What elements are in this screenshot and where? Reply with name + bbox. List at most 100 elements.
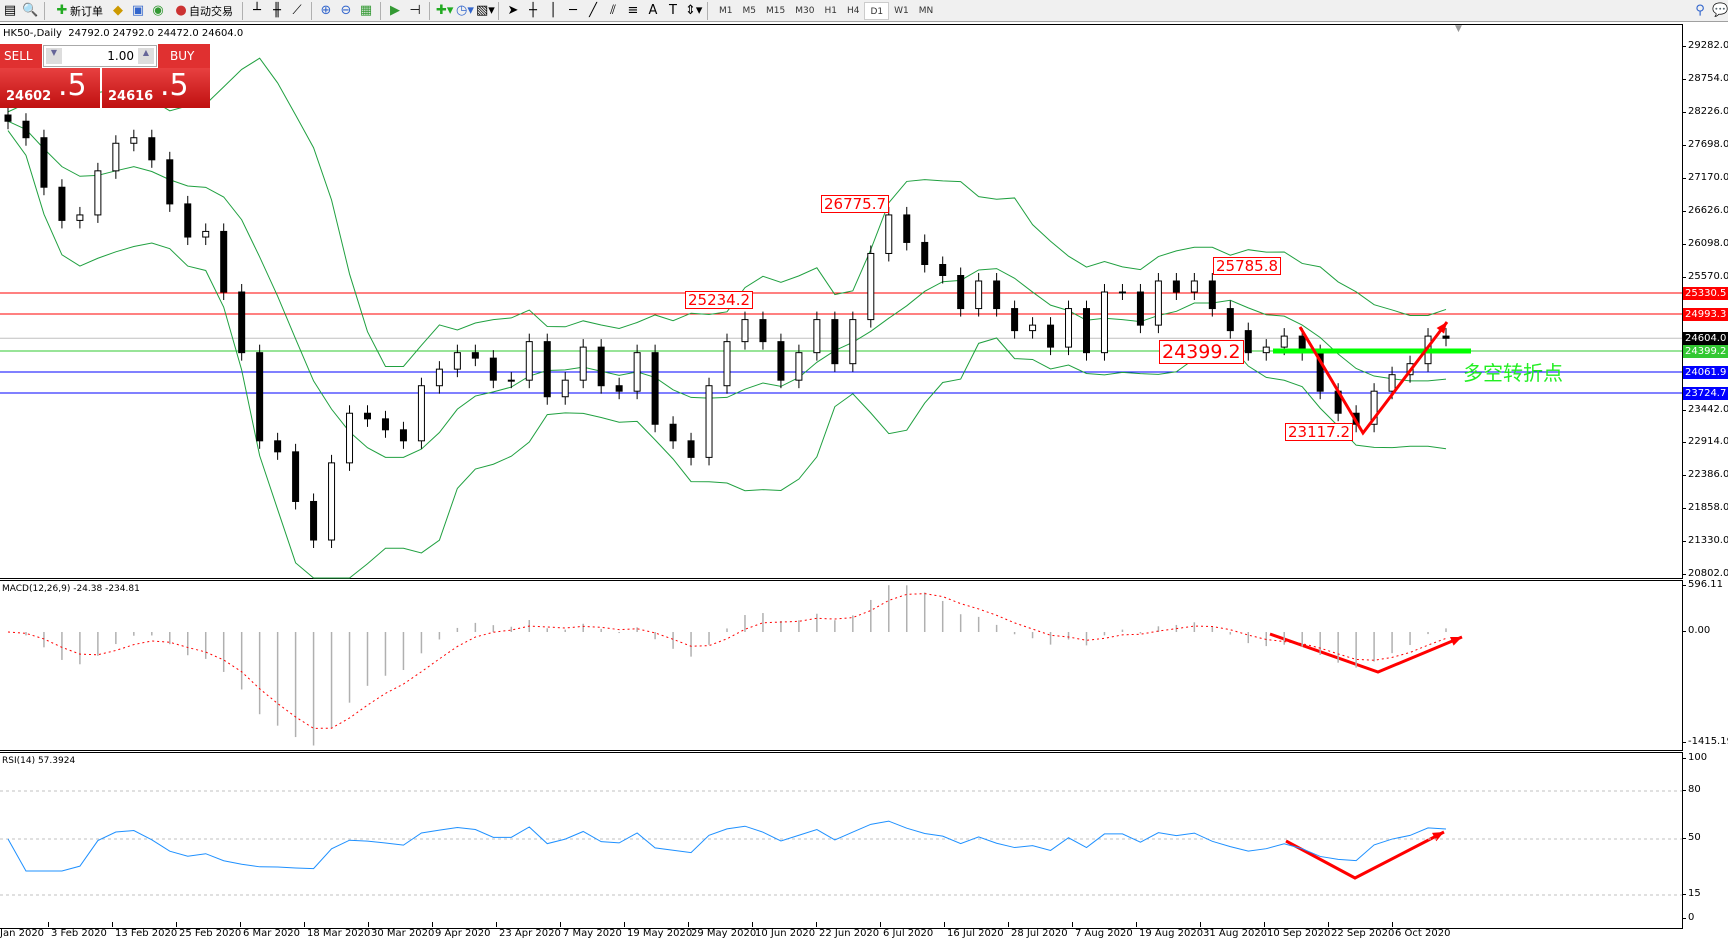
candle-body [1154,280,1162,326]
zoom-window-icon[interactable]: 🔍 [22,2,39,18]
price-axis-tick: 22386.0 [1681,469,1728,481]
text-icon[interactable]: A [648,2,658,18]
search-icon[interactable]: ⚲ [1695,2,1705,18]
price-tag: 23724.7 [1683,387,1728,401]
lot-stepper[interactable]: ▼ 1.00 ▲ [43,45,157,67]
bar-chart-icon[interactable]: ┴ [253,2,261,18]
candlestick-icon[interactable]: ╫ [273,2,281,18]
chat-icon[interactable]: 💬 [1712,2,1728,18]
rsi-pane[interactable] [0,752,1683,929]
lot-input[interactable]: 1.00 [107,49,134,63]
macd-axis-tick: 0.00 [1681,625,1711,636]
candle-body [1190,280,1198,293]
price-v-arrow [1298,321,1449,436]
candle-body [651,352,659,425]
zoom-out-icon[interactable]: ⊖ [340,2,352,18]
macd-v-arrow [1269,632,1463,674]
cursor-icon[interactable]: ➤ [507,2,519,18]
price-axis-tick: 27698.0 [1681,138,1728,150]
templates-icon[interactable]: ▧▾ [476,2,495,18]
candle-body [543,341,551,398]
candle-body [849,319,857,365]
candle-body [1226,308,1234,332]
candle-body [112,142,120,172]
timeframe-mn[interactable]: MN [918,5,934,16]
timeframe-d1[interactable]: D1 [864,1,890,20]
timeframe-bar: M1 M5 M15 M30 H1 H4 D1 W1 MN [714,1,938,20]
fibonacci-icon[interactable]: ≡ [627,2,639,18]
main-chart-pane[interactable] [0,24,1683,579]
date-axis-tick: 6 Mar 2020 [239,922,301,939]
periods-icon[interactable]: ◷▾ [456,2,474,18]
sell-price[interactable]: 24602 .5 [0,68,100,108]
text-label-icon[interactable]: T [669,2,677,18]
price-axis-tick: 25570.0 [1681,271,1728,283]
candle-body [292,451,300,502]
timeframe-m1[interactable]: M1 [719,5,733,16]
price-label-level: 25234.2 [685,291,754,309]
timeframe-m30[interactable]: M30 [795,5,815,16]
chart-canvas[interactable] [0,0,1682,930]
chart-shift-marker[interactable]: ▼ [1455,24,1462,34]
buy-price-main: 24616 [108,89,154,104]
candle-body [1244,330,1252,354]
new-order-button[interactable]: ✚ 新订单 [51,1,106,21]
candle-body [1388,374,1396,392]
arrows-icon[interactable]: ⇕▾ [685,2,703,18]
rsi-axis-tick: 100 [1681,752,1708,763]
candle-body [633,352,641,392]
one-click-trading-panel: SELL ▼ 1.00 ▲ BUY 24602 .5 24616 .5 [0,44,210,108]
macd-pane[interactable] [0,580,1683,751]
indicators-icon[interactable]: ✚▾ [436,2,454,18]
buy-button[interactable]: BUY [158,44,210,68]
price-label-low: 23117.2 [1285,423,1354,441]
timeframe-m15[interactable]: M15 [766,5,786,16]
vertical-line-icon[interactable]: │ [549,2,557,18]
timeframe-w1[interactable]: W1 [894,5,909,16]
candle-body [939,263,947,277]
price-axis-tick: 21858.0 [1681,502,1728,514]
date-axis-tick: 22 Sep 2020 [1327,922,1395,939]
lot-decrease-button[interactable]: ▼ [46,48,62,64]
price-axis-tick: 21330.0 [1681,535,1728,547]
separator [429,1,430,20]
autoscroll-icon[interactable]: ▶ [390,2,400,18]
timeframe-h1[interactable]: H1 [824,5,837,16]
sell-button[interactable]: SELL [0,44,42,68]
candle-body [525,341,533,381]
signals-icon[interactable]: ◉ [152,2,164,18]
candle-body [184,203,192,238]
tile-windows-icon[interactable]: ▦ [359,2,373,18]
candle-body [921,241,929,265]
zoom-in-icon[interactable]: ⊕ [320,2,332,18]
price-tag: 24399.2 [1683,345,1728,359]
date-axis-tick: 25 Feb 2020 [175,922,242,939]
rsi-axis-tick: 15 [1682,888,1701,899]
trendline-icon[interactable]: ╱ [589,2,597,18]
candle-body [58,186,66,221]
horizontal-line-icon[interactable]: ─ [569,2,577,18]
timeframe-m5[interactable]: M5 [742,5,757,16]
buy-price[interactable]: 24616 .5 [102,68,210,108]
candle-body [256,352,264,442]
candle-body [202,230,210,238]
rsi-label: RSI(14) 57.3924 [2,756,76,766]
chart-icon[interactable]: ▤ [3,2,17,18]
metaeditor-icon[interactable]: ◆ [113,2,123,18]
sell-price-fraction: .5 [58,68,87,103]
crosshair-icon[interactable]: ┼ [529,2,537,18]
candle-body [561,379,569,398]
lot-increase-button[interactable]: ▲ [138,48,154,64]
candle-body [759,319,767,343]
candle-body [579,346,587,381]
auto-trading-button[interactable]: ● 自动交易 [170,1,236,21]
equidistant-channel-icon[interactable]: ⫽ [610,2,616,18]
chart-shift-icon[interactable]: ⊣ [409,2,421,18]
price-axis-tick: 22914.0 [1681,436,1728,448]
date-axis-tick: 30 Mar 2020 [367,922,435,939]
terminal-icon[interactable]: ▣ [131,2,145,18]
date-axis-tick: 28 Jul 2020 [1008,922,1068,939]
line-chart-icon[interactable]: ⟋ [292,2,302,18]
new-order-icon: ✚ [56,2,68,18]
timeframe-h4[interactable]: H4 [846,5,860,16]
